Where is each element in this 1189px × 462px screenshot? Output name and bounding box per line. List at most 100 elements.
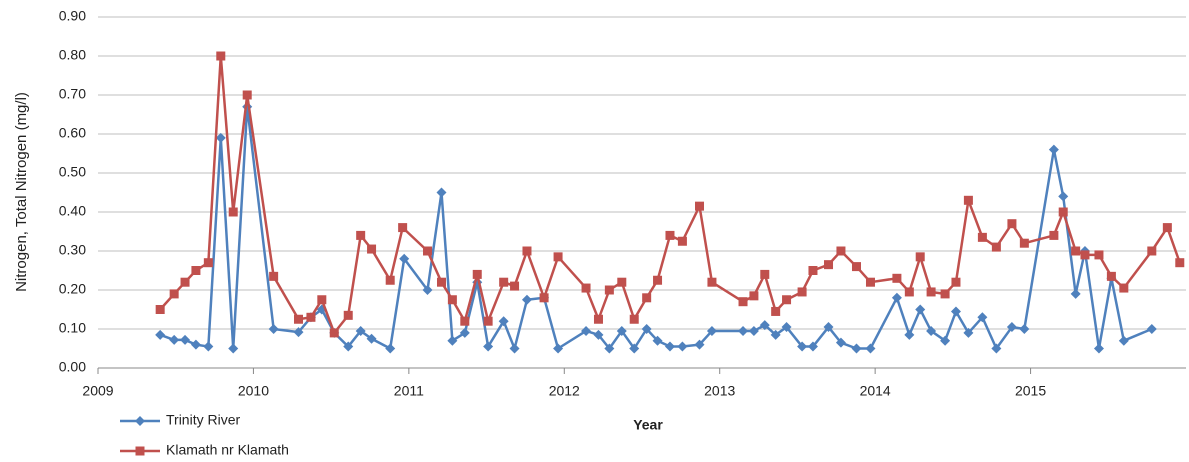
data-point [1146,324,1157,334]
data-point [1118,335,1129,346]
data-point [203,258,213,268]
data-point [991,343,1002,354]
data-point [1175,258,1185,268]
data-point [1106,271,1116,281]
data-point [963,327,974,338]
data-point [180,277,190,287]
legend-marker [135,446,145,456]
y-tick-label: 0.40 [59,203,86,219]
data-point [367,244,377,254]
y-tick-label: 0.50 [59,164,86,180]
data-point [521,294,532,305]
data-point [385,275,395,285]
data-point [836,246,846,256]
data-point [977,232,987,242]
data-point [738,325,749,336]
data-point [191,266,201,275]
data-point [642,293,652,303]
x-tick-label: 2014 [860,383,891,399]
data-point [677,236,687,246]
data-point [770,329,781,340]
legend-label: Klamath nr Klamath [166,442,289,458]
data-point [782,295,792,305]
data-point [343,310,353,320]
data-point [940,335,951,346]
data-point [483,341,494,352]
data-point [553,343,564,354]
data-point [926,325,937,336]
y-tick-label: 0.90 [59,8,86,24]
data-point [797,341,808,352]
data-point [904,329,915,340]
data-point [851,262,861,272]
data-point [892,273,902,283]
data-point [294,314,304,324]
data-point [581,325,592,336]
data-point [593,329,604,340]
data-point [759,320,770,331]
data-point [422,285,433,295]
data-point [539,293,549,303]
data-point [629,314,639,324]
y-tick-label: 0.80 [59,47,86,63]
data-point [824,260,834,270]
data-point [665,230,675,240]
data-point [190,339,201,350]
data-point [865,277,875,287]
data-point [155,305,165,314]
data-point [460,316,470,326]
data-point [904,287,914,297]
data-point [1006,322,1017,333]
legend-label: Trinity River [166,412,240,428]
data-point [436,187,447,198]
data-point [242,90,252,100]
data-point [851,343,862,354]
data-point [616,325,627,336]
data-point [169,334,180,345]
data-point [707,277,717,287]
data-point [180,334,191,345]
x-tick-label: 2012 [549,383,580,399]
data-point [1058,207,1068,217]
data-point [436,277,446,287]
data-point [951,277,961,287]
data-point [1048,144,1059,155]
data-point [1049,230,1059,240]
data-point [498,316,509,327]
x-tick-label: 2015 [1015,383,1046,399]
data-point [652,335,663,346]
data-point [1007,219,1017,229]
data-point [749,291,759,301]
data-point [1162,223,1172,233]
data-point [808,266,818,275]
data-point [1070,288,1081,299]
series-line [159,105,1153,350]
data-point [355,325,366,336]
x-axis-title: Year [633,417,663,433]
data-point [950,306,961,317]
data-point [343,341,354,352]
data-point [771,306,781,316]
y-axis-title: Nitrogen, Total Nitrogen (mg/l) [13,92,30,292]
y-tick-label: 0.70 [59,86,86,102]
data-point [509,343,520,354]
data-point [617,277,627,287]
data-point [215,132,226,143]
data-point [269,271,279,281]
y-tick-label: 0.20 [59,281,86,297]
data-point [604,343,615,354]
data-point [926,287,936,297]
data-point [823,322,834,333]
data-point [664,341,675,352]
data-point [940,289,950,299]
data-point [695,201,705,211]
data-point [641,324,652,334]
data-point [1119,283,1129,293]
data-point [835,337,846,348]
data-point [399,253,410,264]
data-point [447,335,458,346]
data-point [963,195,973,205]
data-point [748,325,759,336]
x-tick-label: 2009 [82,383,113,399]
